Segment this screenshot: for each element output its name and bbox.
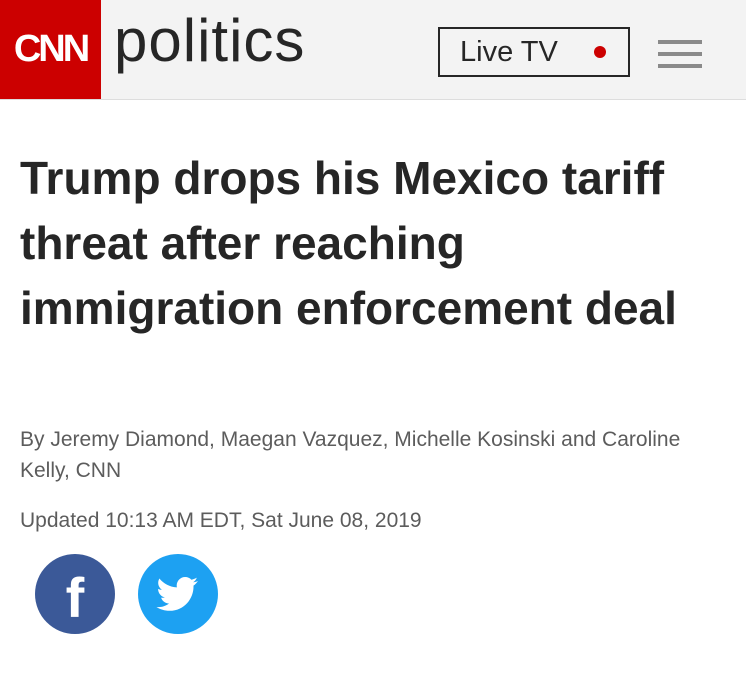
twitter-icon bbox=[156, 577, 198, 611]
byline: By Jeremy Diamond, Maegan Vazquez, Miche… bbox=[20, 428, 681, 482]
menu-bar bbox=[658, 64, 702, 68]
cnn-logo[interactable]: CNN bbox=[0, 0, 101, 99]
header: CNN politics Live TV bbox=[0, 0, 746, 100]
menu-button[interactable] bbox=[658, 40, 702, 68]
twitter-bird bbox=[156, 577, 198, 611]
twitter-share[interactable] bbox=[138, 554, 218, 634]
section-title[interactable]: politics bbox=[114, 7, 306, 74]
menu-bar bbox=[658, 52, 702, 56]
facebook-icon: f bbox=[65, 566, 85, 629]
menu-bar bbox=[658, 40, 702, 44]
timestamp: Updated 10:13 AM EDT, Sat June 08, 2019 bbox=[20, 509, 422, 532]
live-tv-label: Live TV bbox=[460, 35, 558, 68]
facebook-share[interactable]: f bbox=[35, 554, 115, 634]
headline: Trump drops his Mexico tariff threat aft… bbox=[20, 152, 677, 334]
live-dot bbox=[594, 46, 606, 58]
live-tv-button[interactable]: Live TV bbox=[438, 27, 630, 77]
